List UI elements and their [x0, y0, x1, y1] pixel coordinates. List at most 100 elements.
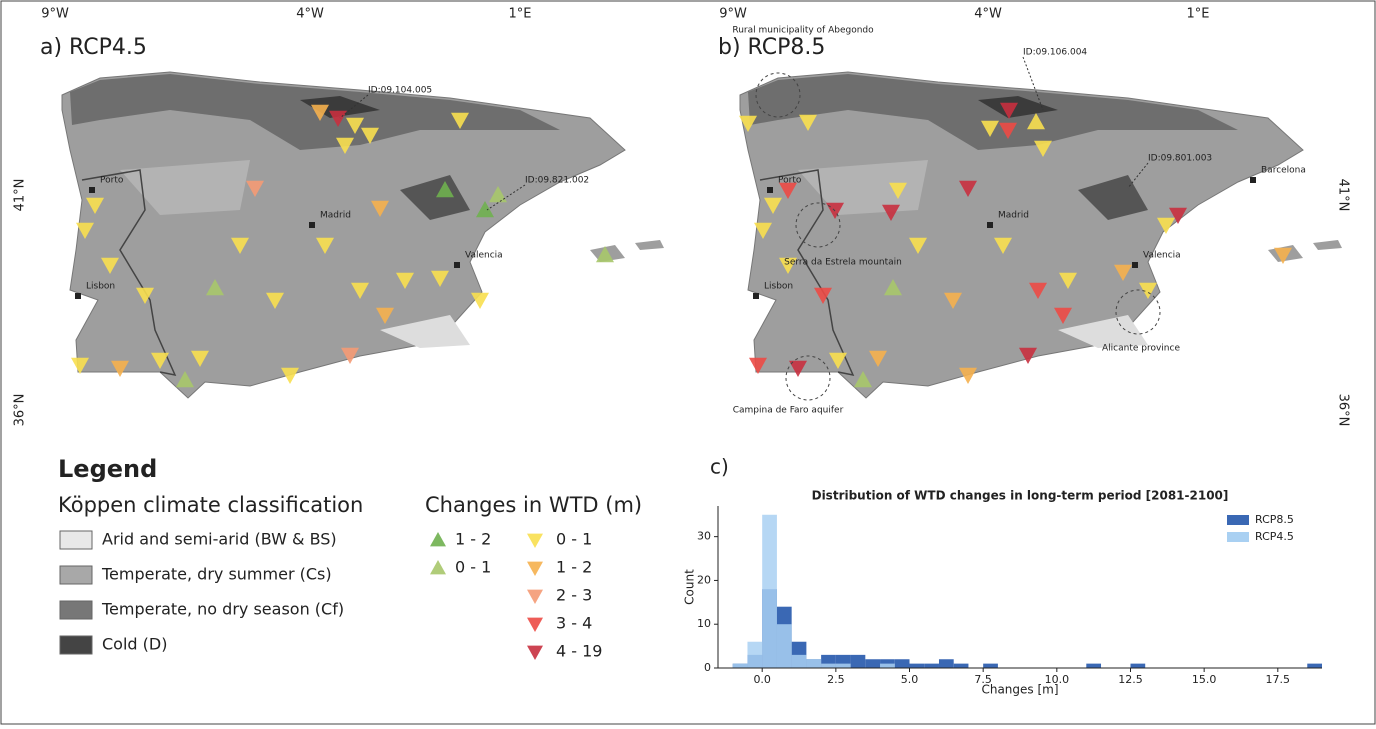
cold-zone	[978, 96, 1058, 118]
marker	[1059, 272, 1077, 289]
wtd-label: 3 - 4	[556, 614, 592, 633]
marker	[1034, 140, 1052, 157]
id-label: ID:09.821.002	[525, 176, 589, 186]
bar	[791, 654, 807, 668]
bar	[776, 624, 792, 668]
marker	[754, 222, 772, 239]
area-circle	[1115, 289, 1161, 335]
marker	[1027, 113, 1045, 130]
marker	[814, 287, 832, 304]
climate-title: Köppen climate classification	[58, 493, 363, 517]
bar	[1130, 663, 1146, 668]
marker	[136, 287, 154, 304]
marker	[316, 237, 334, 254]
lon-label: 9°W	[41, 7, 69, 22]
bar	[850, 654, 866, 668]
marker	[909, 237, 927, 254]
marker	[451, 112, 469, 129]
bar	[880, 663, 895, 668]
marker	[371, 200, 389, 217]
bar	[880, 659, 895, 668]
place-label: Valencia	[465, 251, 503, 261]
leader	[1022, 56, 1044, 111]
climate-label: Temperate, no dry season (Cf)	[101, 600, 344, 619]
marker	[1000, 102, 1018, 119]
marker	[351, 282, 369, 299]
island	[635, 240, 664, 250]
panel-title: a) RCP4.5	[40, 35, 147, 60]
climate-swatch	[59, 565, 93, 585]
marker	[206, 279, 224, 296]
marker	[1169, 207, 1187, 224]
city	[75, 293, 81, 299]
marker	[396, 272, 414, 289]
marker	[799, 114, 817, 131]
bar	[924, 663, 939, 668]
place-label: Lisbon	[86, 282, 115, 292]
legend-swatch	[1227, 532, 1249, 542]
marker	[882, 204, 900, 221]
place-label: Porto	[100, 176, 124, 186]
bar	[1307, 663, 1322, 668]
lat-label: 36°N	[1336, 394, 1351, 427]
marker	[789, 360, 807, 377]
chart-title: Distribution of WTD changes in long-term…	[812, 489, 1229, 503]
bar	[938, 659, 954, 668]
marker	[527, 589, 543, 604]
marker	[231, 237, 249, 254]
bar	[1086, 663, 1102, 668]
marker	[489, 186, 507, 203]
map-panel: b) RCP8.5 9°W 4°W 1°E 41°N 36°N Porto Madrid Val…	[718, 7, 1358, 450]
bar	[953, 663, 969, 668]
place-label: Madrid	[998, 211, 1029, 221]
lon-label: 1°E	[1187, 7, 1210, 22]
bar	[909, 663, 925, 668]
marker	[191, 350, 209, 367]
x-tick-label: 17.5	[1266, 673, 1291, 686]
wtd-label: 2 - 3	[556, 586, 592, 605]
marker	[346, 117, 364, 134]
marker	[476, 201, 494, 218]
marker	[111, 360, 129, 377]
x-tick-label: 0.0	[753, 673, 771, 686]
marker	[596, 246, 614, 263]
place-label: Lisbon	[764, 282, 793, 292]
area-circle	[755, 72, 801, 118]
wtd-label: 0 - 1	[455, 558, 491, 577]
legend-label: RCP4.5	[1255, 530, 1294, 543]
wtd-label: 1 - 2	[455, 530, 491, 549]
bar	[821, 663, 836, 668]
marker	[311, 104, 329, 121]
marker	[71, 357, 89, 374]
leader	[486, 184, 526, 211]
border	[81, 169, 177, 377]
area-circle	[795, 202, 841, 248]
place-label: Barcelona	[1261, 166, 1306, 176]
marker	[944, 292, 962, 309]
y-tick-label: 0	[704, 661, 711, 674]
marker	[430, 560, 446, 575]
wtd-label: 4 - 19	[556, 642, 602, 661]
climate-swatch	[59, 530, 93, 550]
marker	[1139, 282, 1157, 299]
marker	[1274, 247, 1292, 264]
lon-label: 9°W	[719, 7, 747, 22]
cold-zone	[1078, 175, 1148, 220]
climate-swatch	[59, 600, 93, 620]
lon-label: 4°W	[296, 7, 324, 22]
area-label: Rural municipality of Abegondo	[732, 26, 874, 36]
climate-swatch	[59, 635, 93, 655]
marker	[779, 182, 797, 199]
marker	[764, 197, 782, 214]
legend-swatch	[1227, 515, 1249, 525]
cf-zone	[748, 74, 1238, 150]
city	[1132, 262, 1138, 268]
bar	[762, 514, 777, 668]
x-tick-label: 7.5	[974, 673, 992, 686]
lat-label: 41°N	[1336, 179, 1351, 212]
marker	[739, 115, 757, 132]
bar	[865, 659, 881, 668]
marker	[994, 237, 1012, 254]
wtd-label: 1 - 2	[556, 558, 592, 577]
